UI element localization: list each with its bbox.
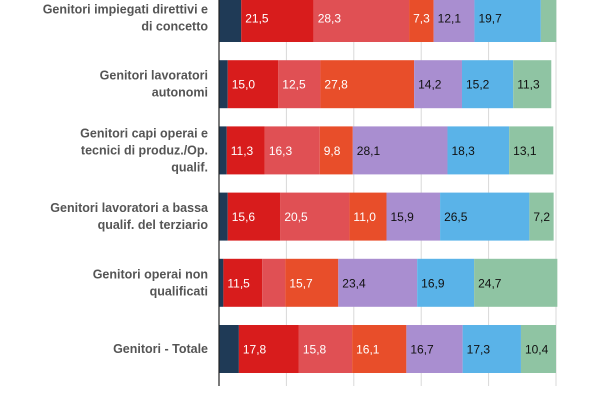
bar-segment [313,0,410,42]
data-label: 26,5 [444,210,468,224]
data-label: 10,4 [525,343,549,357]
category-label: Genitori capi operai e tecnici di produz.… [80,126,208,174]
bar-segment [319,126,353,175]
bar-segment [414,60,462,109]
bar-segment [440,192,530,241]
data-label: 16,9 [421,276,445,290]
bar-segment [474,258,558,307]
data-label: 14,2 [418,78,442,92]
data-label: 16,1 [356,343,380,357]
bar-segment [219,0,242,42]
bar-segment [540,0,557,42]
data-label: 15,9 [390,210,414,224]
category-label-line: Genitori operai non [93,267,208,281]
data-label: 12,5 [282,78,306,92]
bar-segment [461,60,514,109]
bar-segment [338,258,418,307]
bar-segment [238,325,299,373]
data-label: 19,7 [478,12,502,26]
data-label: 7,3 [413,12,430,26]
bars-layer: 21,5 28,3 7,3 12,1 19,7 15,0 12,5 27,8 14,2 15,2 1… [219,0,558,373]
category-label: Genitori - Totale [113,342,208,356]
data-label: 20,5 [284,210,308,224]
bar-segment [219,126,227,175]
category-label-line: qualif. del terziario [98,218,209,232]
bar-segment [285,258,339,307]
data-label: 15,0 [232,78,256,92]
data-label: 15,8 [303,343,327,357]
data-label: 9,8 [324,144,341,158]
data-label: 11,3 [231,144,254,158]
category-label-line: Genitori - Totale [113,342,208,356]
category-label: Genitori lavoratori a bassa qualif. del t… [50,201,209,232]
data-label: 12,1 [438,12,462,26]
data-label: 15,7 [289,276,313,290]
category-label-line: Genitori capi operai e [80,126,208,140]
bar-segment [433,0,475,42]
bar-segment [219,60,228,109]
data-label: 17,3 [467,343,491,357]
data-label: 15,2 [466,78,490,92]
bar-segment [386,192,441,241]
category-label-line: di concetto [141,20,208,34]
bar-segment [409,0,434,42]
data-label: 16,7 [410,343,434,357]
bar-segment [223,258,263,307]
bar-segment [280,192,350,241]
bar-segment [227,60,279,109]
bar-segment [241,0,314,42]
bar-segment [219,258,224,307]
bar-segment [474,0,541,42]
bar-segment [349,192,387,241]
data-label: 17,8 [243,343,267,357]
bar-segment [447,126,510,175]
bar-segment [520,325,556,373]
bar-segment [219,192,228,241]
category-label: Genitori impiegati direttivi e di concett… [43,3,209,34]
data-label: 18,3 [451,144,475,158]
bar-segment [529,192,554,241]
data-label: 28,3 [318,12,342,26]
category-labels: Genitori impiegati direttivi e di concett… [43,3,209,357]
category-label-line: qualif. [171,160,208,174]
bar-segment [320,60,415,109]
bar-segment [352,325,407,373]
data-label: 15,6 [232,210,256,224]
bar-segment [278,60,321,109]
category-label: Genitori operai non qualificati [93,267,208,298]
data-label: 23,4 [342,276,366,290]
bar-segment [417,258,475,307]
data-label: 11,0 [353,210,376,224]
bar-segment [406,325,463,373]
category-label-line: Genitori lavoratori a bassa [50,201,209,215]
category-label-line: Genitori impiegati direttivi e [43,3,208,17]
bar-segment [462,325,521,373]
data-label: 21,5 [245,12,269,26]
bar-segment [226,126,265,175]
bar-segment [509,126,554,175]
category-label: Genitori lavoratori autonomi [100,69,208,100]
bar-segment [513,60,552,109]
data-label: 11,5 [227,276,250,290]
bar-segment [352,126,448,175]
data-label: 11,3 [517,78,540,92]
category-label-line: tecnici di produz./Op. [81,143,208,157]
data-label: 16,3 [269,144,293,158]
bar-segment [298,325,353,373]
bar-segment [262,258,286,307]
data-label: 24,7 [478,276,502,290]
data-label: 13,1 [513,144,537,158]
data-label: 28,1 [357,144,381,158]
category-label-line: autonomi [152,86,208,100]
category-label-line: Genitori lavoratori [100,69,208,83]
bar-segment [219,325,239,373]
data-label: 7,2 [533,210,550,224]
category-label-line: qualificati [150,284,208,298]
bar-segment [264,126,320,175]
data-label: 27,8 [324,78,348,92]
bar-segment [227,192,281,241]
